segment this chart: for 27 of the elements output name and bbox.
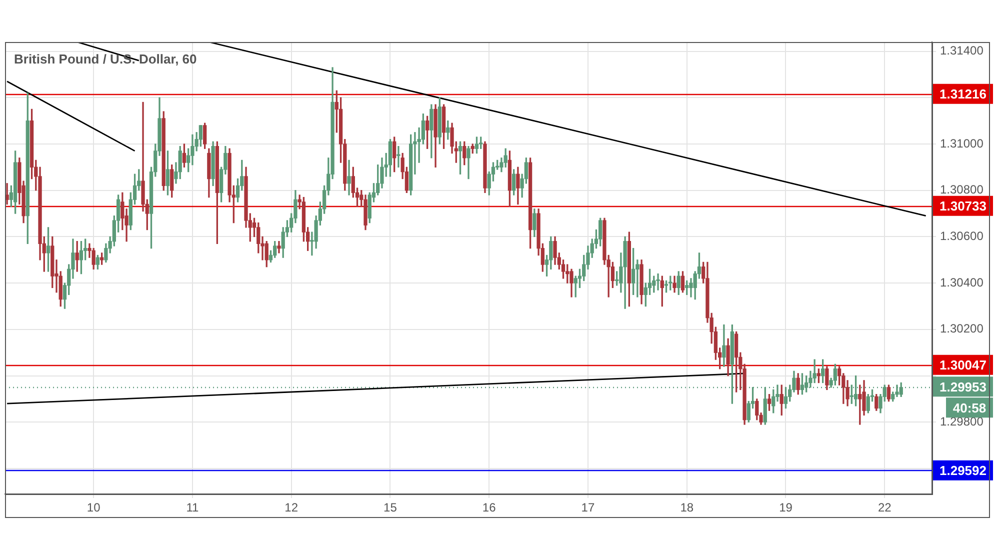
ref-line-label: 1.30047	[940, 357, 986, 372]
candlestick	[396, 146, 400, 168]
y-tick-label: 1.31000	[940, 136, 984, 150]
candlestick	[347, 160, 351, 196]
ref-line-label: 1.31216	[940, 86, 986, 102]
y-tick-label: 1.30800	[940, 182, 984, 197]
x-tick-label: 22	[878, 500, 892, 515]
x-tick-label: 11	[186, 500, 200, 515]
x-tick-label: 10	[86, 500, 101, 515]
y-tick-label: 1.31400	[940, 44, 984, 58]
ref-line-label: 1.29592	[940, 462, 986, 478]
x-tick-label: 12	[284, 500, 298, 515]
text: British Pound / U.S. Dollar, 60	[14, 52, 197, 67]
x-tick-label: 16	[482, 500, 496, 515]
candlestick	[656, 273, 660, 290]
y-tick-label: 1.30600	[940, 229, 984, 244]
x-tick-label: 15	[384, 500, 398, 515]
ref-line-label: 1.29953	[940, 379, 986, 394]
candlestick	[277, 241, 281, 254]
x-tick-label: 19	[779, 500, 793, 515]
y-tick-label: 1.30400	[940, 275, 984, 290]
x-tick-label: 17	[581, 500, 595, 515]
y-tick-label: 1.30200	[940, 322, 984, 336]
x-tick-label: 18	[680, 500, 694, 515]
text: 40:58	[952, 400, 986, 416]
y-tick-label: 1.29800	[940, 414, 984, 428]
ref-line-label: 1.30733	[940, 198, 986, 214]
